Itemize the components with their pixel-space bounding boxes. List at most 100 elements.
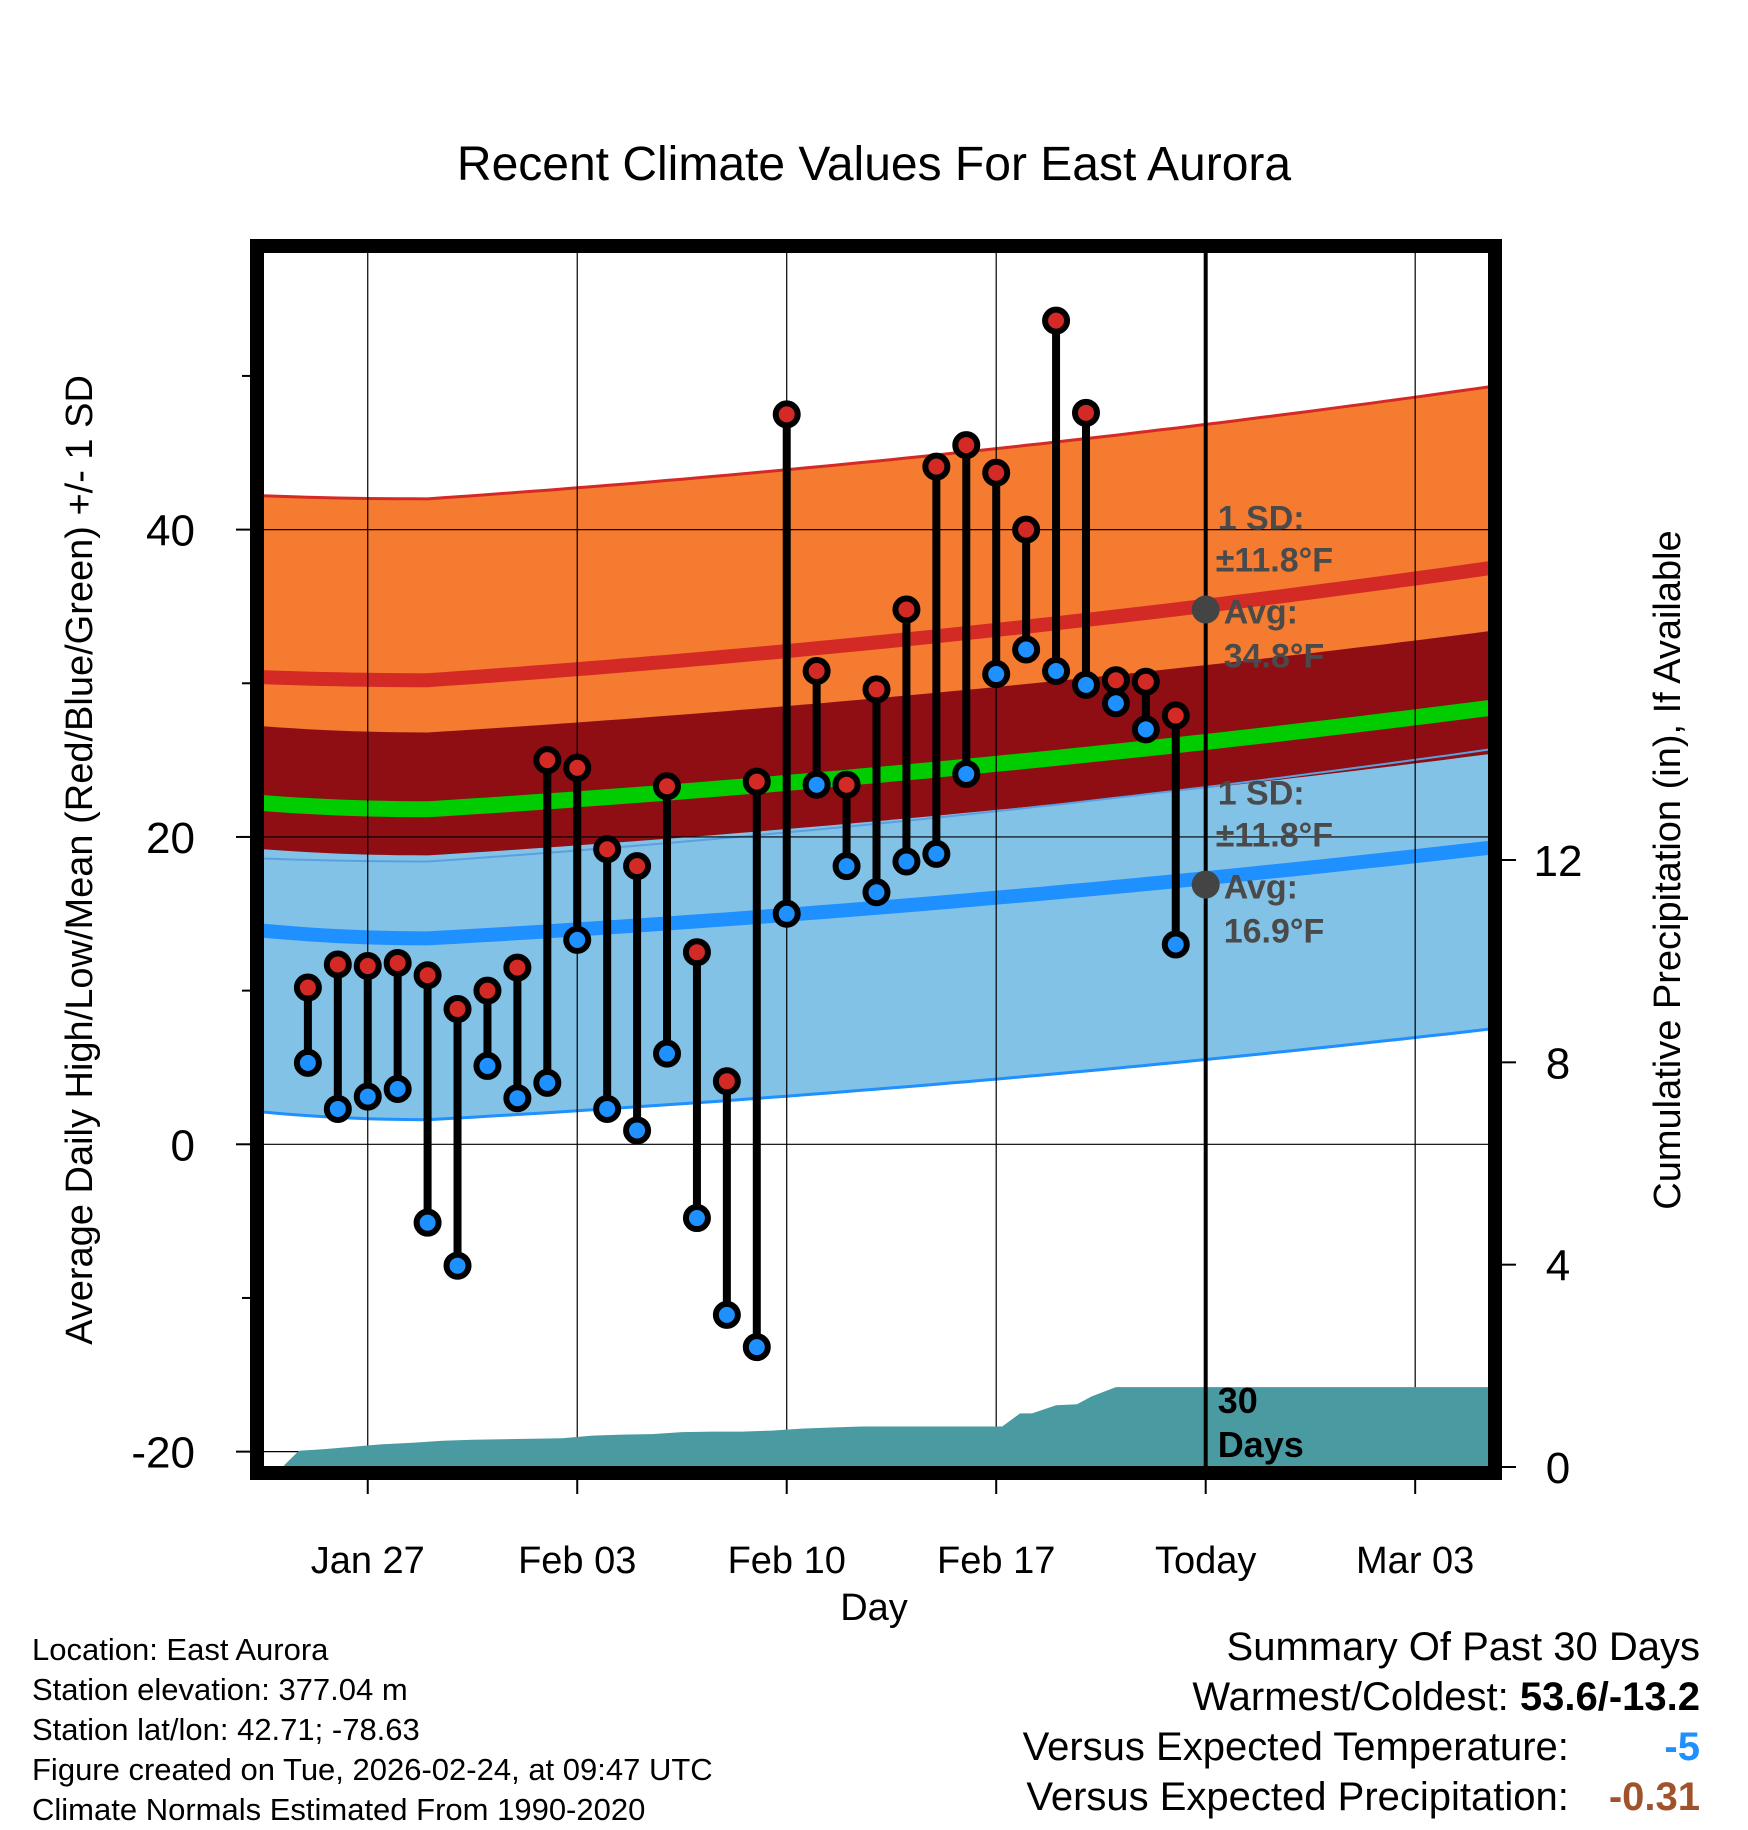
daily-high-point [413,961,442,990]
daily-high-point [653,772,682,801]
daily-low-point [353,1082,382,1111]
daily-low-point [413,1208,442,1237]
daily-high-point [353,952,382,981]
daily-high-point [982,458,1011,487]
avg-high-line [263,561,1490,688]
high-sd-annotation-line: Avg: [1224,594,1298,632]
daily-high-point [1042,306,1071,335]
meta-created: Figure created on Tue, 2026-02-24, at 09… [32,1752,713,1787]
daily-high-point [593,835,622,864]
daily-low-point [982,660,1011,689]
today-avg-high-dot [1191,595,1220,624]
daily-low-point [473,1051,502,1080]
window-label: 30 [1218,1380,1258,1421]
low-sd-annotation-line: ±11.8°F [1216,817,1333,855]
low-sd-annotation-line: 1 SD: [1218,775,1305,813]
summary-warmest-value: 53.6/-13.2 [1519,1675,1700,1719]
daily-high-point [1101,666,1130,695]
daily-high-point [712,1067,741,1096]
summary-warmest-label: Warmest/Coldest: [1192,1675,1509,1719]
meta-elevation: Station elevation: 377.04 m [32,1672,408,1707]
daily-high-point [1131,667,1160,696]
daily-high-point [563,753,592,782]
meta-latlon: Station lat/lon: 42.71; -78.63 [32,1712,420,1747]
low-lower-sd-line [263,1027,1490,1122]
left-tick-label: -20 [131,1429,195,1478]
high-sd-annotation-line: ±11.8°F [1216,542,1333,580]
x-tick-label: Today [1155,1540,1256,1582]
window-label: Days [1218,1424,1304,1465]
daily-low-point [832,852,861,881]
summary-warmest-row: Warmest/Coldest: 53.6/-13.2 [1023,1672,1700,1722]
precip-area [283,1387,1490,1467]
daily-high-point [1012,515,1041,544]
x-tick-label: Feb 10 [728,1540,846,1582]
daily-low-point [862,878,891,907]
meta-location: Location: East Aurora [32,1632,329,1667]
daily-high-point [443,995,472,1024]
daily-high-point [862,675,891,704]
daily-low-point [443,1251,472,1280]
right-tick-label: 4 [1546,1242,1570,1291]
daily-low-point [503,1084,532,1113]
daily-low-point [563,925,592,954]
daily-low-point [1131,715,1160,744]
left-tick-label: 20 [146,814,195,863]
high-upper-sd-line [263,385,1490,501]
today-avg-low-dot [1191,870,1220,899]
daily-low-point [1101,689,1130,718]
daily-low-point [712,1300,741,1329]
summary-precip-value: -0.31 [1608,1775,1700,1819]
daily-high-point [623,852,652,881]
daily-low-point [682,1204,711,1233]
y-axis-label-right: Cumulative Precipitation (in), If Availa… [1647,530,1689,1209]
high-sd-annotation-line: 34.8°F [1224,638,1325,676]
daily-low-point [653,1039,682,1068]
daily-high-point [473,976,502,1005]
summary-temp-label: Versus Expected Temperature: [1022,1725,1569,1769]
summary-precip-row: Versus Expected Precipitation: -0.31 [1023,1772,1700,1822]
summary-title: Summary Of Past 30 Days [1226,1625,1700,1669]
daily-low-point [1161,930,1190,959]
daily-high-point [533,746,562,775]
daily-low-point [623,1116,652,1145]
summary-temp-value: -5 [1664,1725,1700,1769]
daily-high-point [293,973,322,1002]
high-sd-annotation-line: 1 SD: [1218,500,1305,538]
summary-precip-label: Versus Expected Precipitation: [1026,1775,1569,1819]
daily-low-point [1071,670,1100,699]
left-tick-label: 0 [171,1121,195,1170]
daily-low-point [533,1068,562,1097]
daily-low-point [1012,635,1041,664]
daily-low-point [892,847,921,876]
chart-title: Recent Climate Values For East Aurora [457,138,1291,191]
daily-low-point [952,759,981,788]
daily-high-point [503,953,532,982]
low-sd-annotation-line: Avg: [1224,869,1298,907]
daily-high-point [832,770,861,799]
x-axis-label: Day [840,1587,908,1629]
summary-panel: Summary Of Past 30 Days Warmest/Coldest:… [1023,1622,1700,1822]
daily-low-point [1042,656,1071,685]
x-tick-label: Feb 03 [518,1540,636,1582]
right-tick-label: 12 [1534,837,1583,886]
x-tick-label: Jan 27 [311,1540,425,1582]
avg-low-line [263,840,1490,946]
daily-high-point [682,938,711,967]
climate-chart: Recent Climate Values For East Aurora 1 … [59,138,1689,1629]
station-metadata: Location: East Aurora Station elevation:… [32,1630,713,1830]
daily-low-point [323,1094,352,1123]
daily-low-point [742,1333,771,1362]
daily-low-point [293,1048,322,1077]
daily-high-point [323,950,352,979]
x-tick-label: Feb 17 [937,1540,1055,1582]
x-tick-label: Mar 03 [1356,1540,1474,1582]
daily-high-point [772,400,801,429]
daily-high-point [802,656,831,685]
y-axis-label-left: Average Daily High/Low/Mean (Red/Blue/Gr… [59,375,101,1345]
daily-high-point [922,452,951,481]
left-tick-label: 40 [146,507,195,556]
right-tick-label: 8 [1546,1039,1570,1088]
daily-low-point [802,770,831,799]
right-tick-label: 0 [1546,1444,1570,1493]
